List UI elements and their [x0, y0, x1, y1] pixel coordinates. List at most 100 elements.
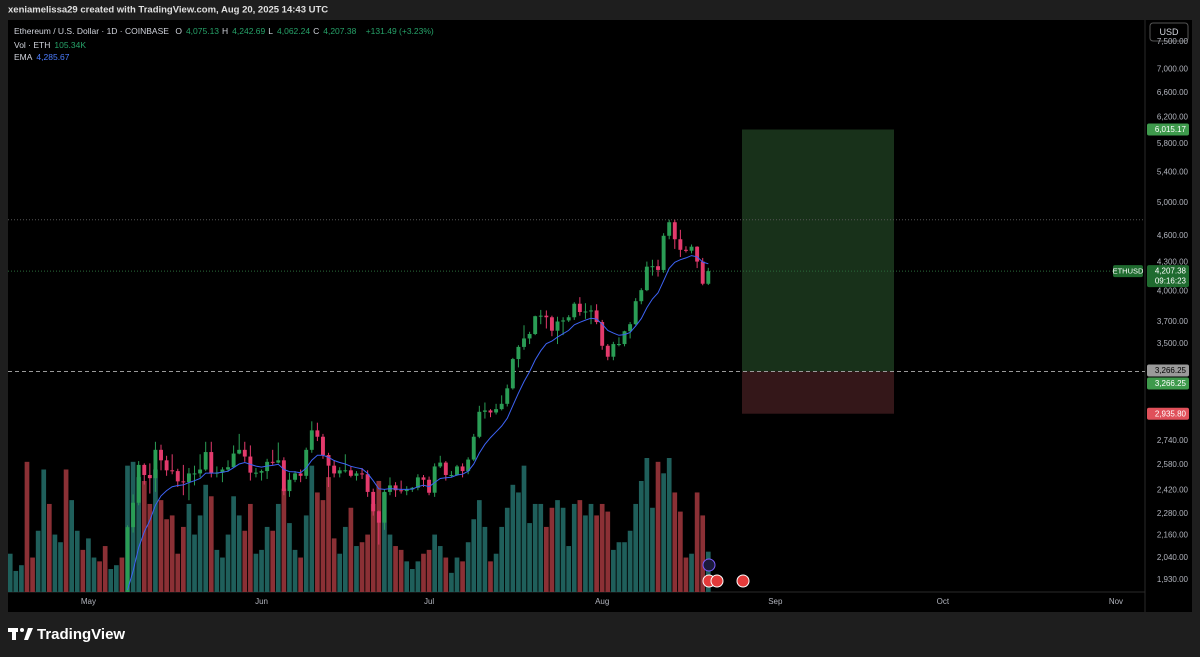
candle-body	[354, 473, 359, 476]
volume-bar	[108, 569, 114, 592]
volume-bar	[588, 503, 594, 592]
volume-bar	[449, 572, 454, 592]
volume-bar	[516, 492, 521, 592]
candle-body	[527, 334, 532, 339]
volume-bar	[259, 549, 264, 592]
price-tag	[1147, 364, 1189, 377]
volume-bar	[638, 480, 644, 592]
candle-body	[684, 249, 688, 251]
volume-bar	[119, 557, 125, 592]
currency-label[interactable]: USD	[1159, 27, 1179, 37]
volume-bar	[264, 526, 270, 592]
candle-body	[365, 474, 370, 492]
y-tick-label: 2,420.00	[1157, 485, 1189, 494]
candle-body	[650, 266, 655, 268]
volume-bar	[694, 492, 700, 592]
x-tick-label: Aug	[595, 597, 609, 606]
y-tick-label: 5,000.00	[1157, 198, 1189, 207]
x-tick-label: May	[81, 597, 96, 606]
candle-body	[455, 466, 459, 476]
volume-bar	[292, 549, 298, 592]
candle-body	[577, 303, 582, 313]
candle-body	[136, 464, 141, 503]
volume-bar	[415, 561, 421, 592]
volume-bar	[46, 503, 52, 592]
ohlc-key: O	[175, 26, 182, 36]
price-tag	[1147, 123, 1189, 136]
volume-bar	[583, 515, 588, 592]
volume-bar	[354, 546, 359, 592]
candle-body	[147, 475, 152, 479]
credit: xeniamelissa29 created with TradingView.…	[8, 5, 328, 16]
volume-bar	[58, 542, 63, 592]
volume-bar	[499, 526, 505, 592]
logo-part	[24, 628, 33, 640]
candle-body	[549, 317, 554, 331]
ohlc-value: 4,242.69	[232, 26, 266, 36]
logo-part	[12, 628, 16, 640]
event-icon[interactable]	[702, 558, 716, 572]
candle-body	[443, 462, 448, 476]
candle-body	[572, 303, 577, 318]
volume-bar	[409, 569, 415, 592]
volume-bar	[231, 496, 236, 592]
volume-bar	[298, 557, 303, 592]
candle-body	[544, 315, 549, 318]
target-zone	[742, 129, 894, 372]
candle-body	[181, 481, 186, 483]
candle-layer	[19, 219, 711, 657]
volume-bar	[270, 530, 276, 592]
volume-bar	[476, 500, 482, 592]
candle-body	[281, 460, 286, 492]
candle-body	[600, 322, 605, 346]
y-tick-label: 7,500.00	[1157, 37, 1189, 46]
event-icon[interactable]	[710, 574, 724, 588]
y-tick-label: 5,400.00	[1157, 167, 1189, 176]
volume-bar	[454, 557, 460, 592]
currency-button[interactable]	[1149, 22, 1189, 42]
candle-body	[19, 651, 23, 657]
volume-bar	[13, 570, 19, 592]
volume-bar	[141, 480, 147, 592]
volume-bar	[443, 557, 449, 592]
candle-body	[432, 466, 437, 493]
candle-body	[656, 266, 660, 270]
volume-bar	[102, 546, 108, 592]
ema-line	[127, 255, 709, 591]
y-tick-label: 2,040.00	[1157, 553, 1189, 562]
volume-bar	[309, 465, 315, 592]
legend-row: EMA 4,285.67	[14, 52, 74, 62]
x-tick-label: Oct	[937, 597, 950, 606]
volume-bar	[86, 538, 91, 592]
volume-bar	[326, 477, 331, 592]
volume-bar	[560, 507, 566, 592]
volume-bar	[248, 503, 253, 592]
volume-bar	[24, 461, 30, 592]
y-tick-label: 2,280.00	[1157, 509, 1189, 518]
candle-body	[706, 271, 711, 284]
candle-body	[449, 475, 454, 477]
ohlc-value: 4,207.38	[323, 26, 357, 36]
candle-body	[522, 338, 526, 347]
volume-bar	[616, 542, 622, 592]
volume-bar	[566, 546, 572, 592]
candle-body	[633, 301, 638, 325]
candle-body	[488, 410, 493, 413]
volume-bar	[97, 561, 102, 592]
volume-bar	[220, 557, 225, 592]
candle-body	[561, 320, 566, 322]
volume-bar	[365, 534, 370, 592]
event-icon[interactable]	[736, 574, 750, 588]
candle-body	[628, 324, 633, 332]
volume-bar	[225, 534, 231, 592]
volume-bar	[214, 549, 220, 592]
candle-body	[393, 485, 398, 491]
y-tick-label: 6,200.00	[1157, 113, 1189, 122]
volume-bar	[281, 488, 287, 592]
ohlc: O 4,075.13 H 4,242.69 L 4,062.24 C 4,207.38	[175, 26, 359, 36]
volume-bar	[175, 553, 181, 592]
volume-bar	[532, 503, 538, 592]
volume-bar	[611, 549, 616, 592]
change: +131.49 (+3.23%)	[365, 26, 434, 36]
